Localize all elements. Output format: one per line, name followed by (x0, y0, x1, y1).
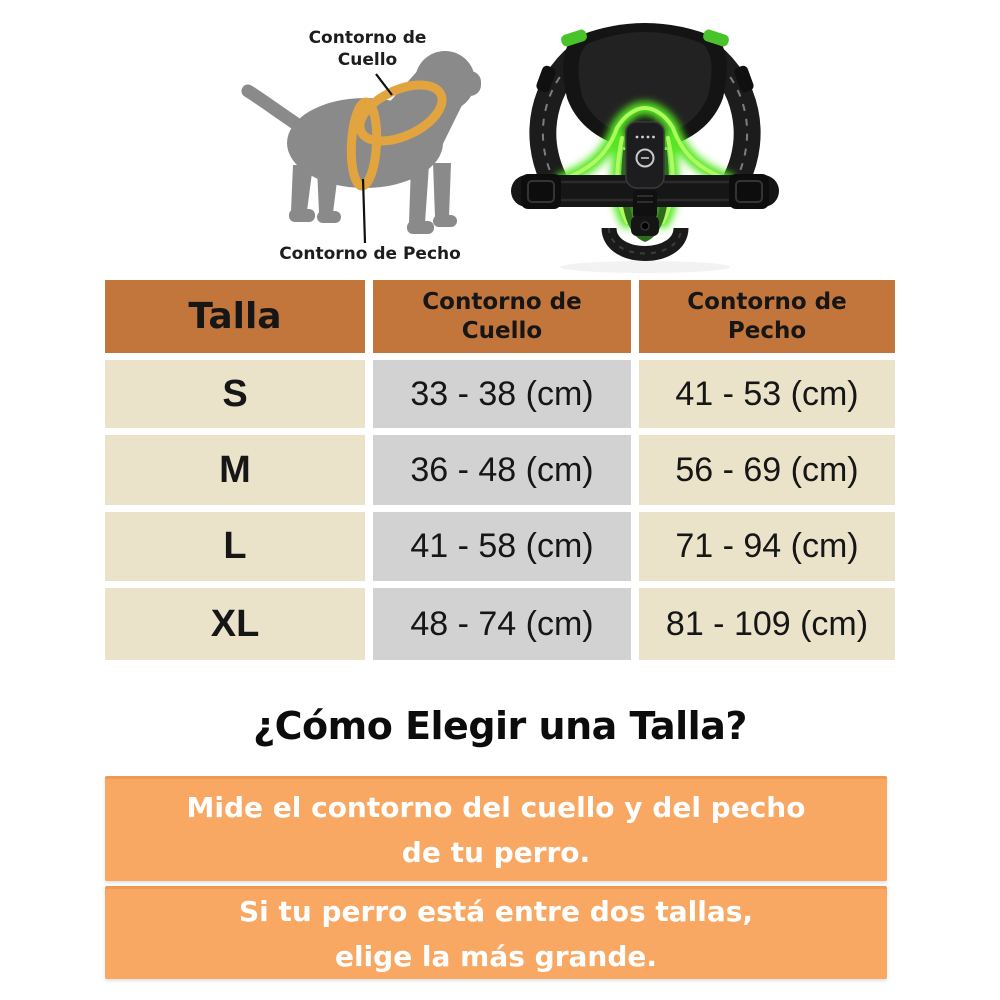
dog-front-paw (407, 221, 434, 234)
dog-silhouette-illustration (241, 51, 481, 244)
harness-product-photo (511, 23, 779, 273)
back-plate (563, 23, 727, 152)
chest-cell-s: 41 - 53 (cm) (639, 360, 895, 428)
col-header-talla: Talla (105, 280, 365, 353)
chest-cell-m: 56 - 69 (cm) (639, 435, 895, 505)
measure-bands (346, 80, 447, 191)
dog-front-paw-2 (433, 215, 457, 227)
neck-cell-s: 33 - 38 (cm) (373, 360, 631, 428)
chest-cell-l: 71 - 94 (cm) (639, 512, 895, 581)
dog-hind-leg (291, 165, 313, 211)
dog-hind-paw (289, 209, 315, 222)
led-control-module (625, 121, 665, 189)
handle-loop (601, 226, 689, 261)
size-cell-xl: XL (105, 588, 365, 660)
buckle-right (729, 174, 769, 209)
dog-hind-leg-2 (317, 165, 339, 213)
green-clip-right (703, 29, 729, 47)
size-table: Talla Contorno de Cuello Contorno de Pec… (105, 280, 895, 660)
dog-silhouette (241, 51, 481, 234)
dog-hind-paw-2 (317, 211, 341, 223)
chest-band (346, 97, 382, 191)
dog-front-leg-2 (433, 163, 451, 217)
center-buckle (631, 190, 659, 236)
neck-measure-label: Contorno de Cuello (308, 28, 427, 70)
dog-front-leg (409, 165, 429, 223)
chest-pointer-line (361, 178, 367, 244)
size-cell-m: M (105, 435, 365, 505)
green-clip-left (561, 29, 587, 47)
tip-measure: Mide el contorno del cuello y del pecho … (105, 776, 887, 881)
dog-muzzle (453, 71, 481, 96)
neck-cell-xl: 48 - 74 (cm) (373, 588, 631, 660)
side-loop-right (734, 65, 754, 93)
buckle-left (521, 174, 561, 209)
pointer-lines (361, 73, 393, 244)
measurement-diagram: Contorno de Cuello Contorno de Pecho (235, 15, 515, 275)
neck-band (355, 80, 447, 146)
col-header-cuello: Contorno de Cuello (373, 280, 631, 353)
size-cell-l: L (105, 512, 365, 581)
section-title: ¿Cómo Elegir una Talla? (253, 704, 747, 748)
tip-between-sizes: Si tu perro está entre dos tallas, elige… (105, 886, 887, 979)
dog-tail (241, 84, 302, 130)
neck-pointer-line (375, 73, 393, 96)
neck-cell-m: 36 - 48 (cm) (373, 435, 631, 505)
chest-cell-xl: 81 - 109 (cm) (639, 588, 895, 660)
photo-shadow (560, 261, 730, 273)
col-header-pecho: Contorno de Pecho (639, 280, 895, 353)
size-cell-s: S (105, 360, 365, 428)
neck-cell-l: 41 - 58 (cm) (373, 512, 631, 581)
chest-measure-label: Contorno de Pecho (279, 244, 461, 264)
side-loop-left (536, 65, 556, 93)
